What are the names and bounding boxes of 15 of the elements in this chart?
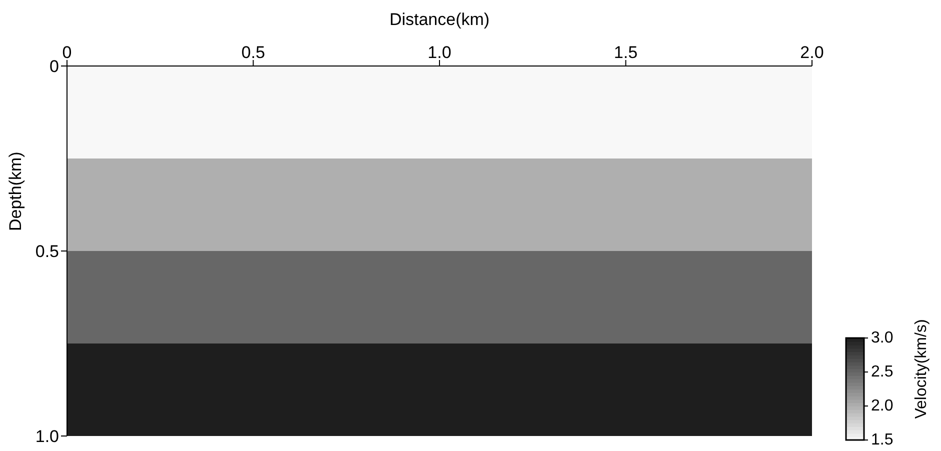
y-axis-title: Depth(km) xyxy=(6,152,26,231)
x-axis-title: Distance(km) xyxy=(389,10,490,30)
x-tick-label: 0 xyxy=(62,43,72,62)
color-bar-label: 2.0 xyxy=(871,398,894,414)
x-tick-label: 0.5 xyxy=(241,43,266,62)
color-bar-label: 2.5 xyxy=(871,364,894,380)
color-bar-label: 3.0 xyxy=(871,330,894,346)
y-tick-label: 1.0 xyxy=(35,427,59,446)
y-tick-label: 0 xyxy=(50,57,59,76)
x-tick-label: 1.5 xyxy=(614,43,638,62)
x-tick-label: 1.0 xyxy=(428,43,452,62)
color-bar-title: Velocity(km/s) xyxy=(913,319,930,419)
color-bar-label: 1.5 xyxy=(871,432,894,448)
x-tick-label: 2.0 xyxy=(800,43,824,62)
y-tick-label: 0.5 xyxy=(35,242,59,262)
